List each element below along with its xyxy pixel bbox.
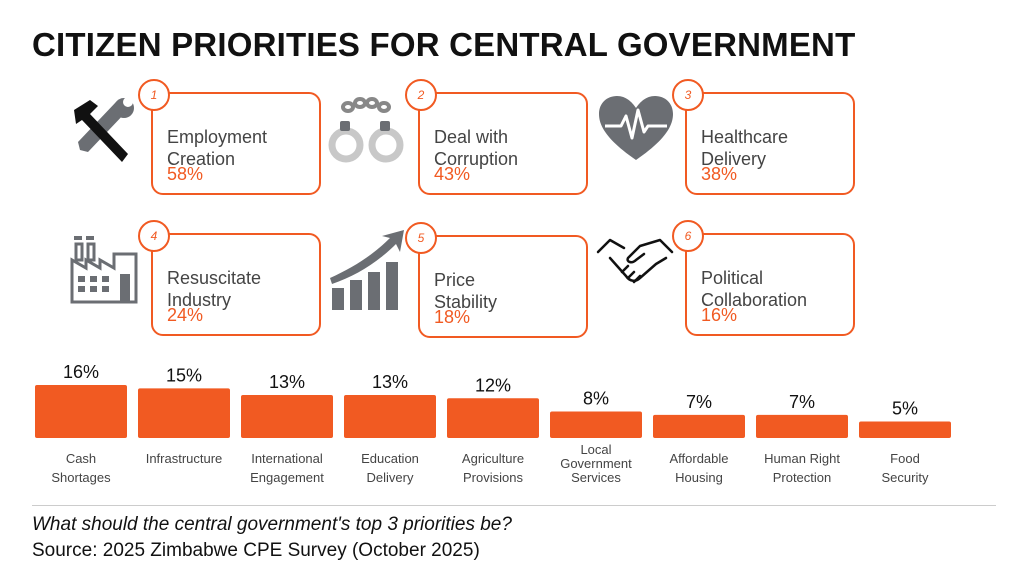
priority-card-4: 4 Resuscitate Industry 24% [138, 220, 321, 336]
divider [32, 505, 996, 506]
bar [550, 411, 642, 438]
category-label: Infrastructure [146, 451, 223, 466]
priority-card-3: 3 Healthcare Delivery 38% [672, 79, 855, 195]
category-label: Food Security [882, 451, 929, 485]
bar [35, 385, 127, 438]
rank-badge: 2 [405, 79, 437, 111]
growth-chart-icon [330, 230, 404, 310]
priority-card-1: 1 Employment Creation 58% [138, 79, 321, 195]
rank-badge: 3 [672, 79, 704, 111]
bar-value-label: 5% [892, 398, 918, 418]
priority-value: 43% [434, 164, 471, 184]
priority-label: Employment Creation [167, 127, 268, 169]
bar-value-label: 13% [269, 372, 305, 392]
priority-card-5: 5 Price Stability 18% [405, 222, 588, 338]
rank-badge: 4 [138, 220, 170, 252]
category-label: Affordable Housing [669, 451, 728, 485]
bar-value-label: 13% [372, 372, 408, 392]
tools-icon [74, 97, 134, 162]
priority-label: Political Collaboration [701, 268, 808, 310]
priority-label: Healthcare Delivery [701, 127, 789, 169]
priority-label: Deal with Corruption [434, 127, 519, 169]
category-label: International Engagement [250, 451, 324, 485]
bar [241, 394, 333, 438]
bar [344, 394, 436, 438]
category-label: Human Right Protection [764, 451, 840, 485]
bar-value-label: 12% [475, 375, 511, 395]
priority-card-2: 2 Deal with Corruption 43% [405, 79, 588, 195]
survey-question: What should the central government's top… [32, 514, 512, 535]
priority-label: Price Stability [434, 270, 498, 312]
priority-value: 38% [701, 164, 738, 184]
priority-value: 16% [701, 305, 738, 325]
heartbeat-icon [599, 96, 673, 160]
bar-value-label: 16% [63, 362, 99, 382]
factory-icon [70, 236, 138, 304]
priority-value: 18% [434, 307, 471, 327]
bar-chart: 16% Cash Shortages 15% Infrastructure 13% Inte… [35, 362, 951, 485]
priority-value: 58% [167, 164, 204, 184]
rank-badge: 1 [138, 79, 170, 111]
bar [859, 421, 951, 438]
category-label: Cash Shortages [51, 451, 111, 485]
page-title: CITIZEN PRIORITIES FOR CENTRAL GOVERNMEN… [32, 26, 856, 63]
bar [447, 398, 539, 438]
priority-card-6: 6 Political Collaboration 16% [672, 220, 855, 336]
bar-value-label: 7% [789, 392, 815, 412]
rank-badge: 5 [405, 222, 437, 254]
priority-value: 24% [167, 305, 204, 325]
bar-value-label: 7% [686, 392, 712, 412]
bar [653, 414, 745, 438]
category-label: Education Delivery [361, 451, 419, 485]
category-label: Agriculture Provisions [462, 451, 524, 485]
category-label: Local Government Services [560, 442, 632, 485]
rank-badge: 6 [672, 220, 704, 252]
bar-value-label: 15% [166, 365, 202, 385]
bar-value-label: 8% [583, 389, 609, 409]
source-note: Source: 2025 Zimbabwe CPE Survey (Octobe… [32, 540, 480, 561]
priority-label: Resuscitate Industry [167, 268, 262, 310]
bar [756, 414, 848, 438]
bar [138, 388, 230, 438]
handshake-icon [596, 238, 674, 284]
handcuffs-icon [328, 97, 404, 163]
